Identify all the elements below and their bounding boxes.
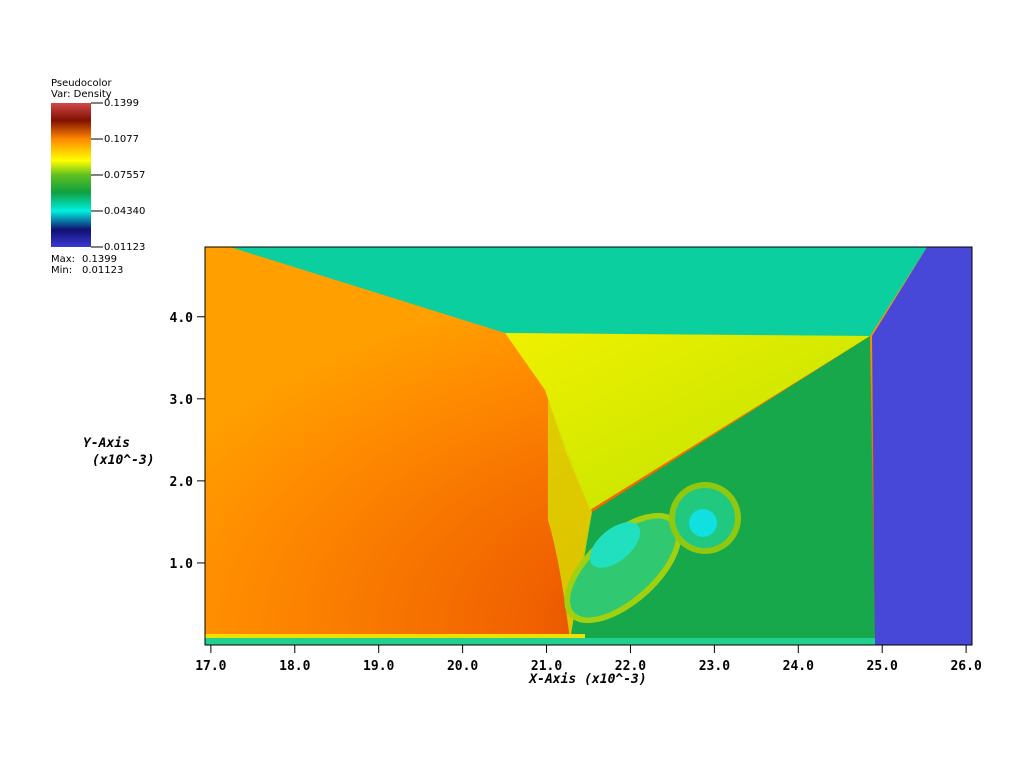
x-tick-label: 17.0 [195,659,226,674]
max-label: Max: [51,254,75,265]
y-tick-label: 4.0 [170,311,194,326]
y-axis-unit: (x10^-3) [92,453,155,468]
legend-variable: Var: Density [51,89,112,100]
x-tick-label: 18.0 [279,659,310,674]
legend-tick-label: 0.1399 [104,98,139,109]
x-tick-label: 26.0 [950,659,981,674]
y-tick-label: 3.0 [170,393,194,408]
x-tick-label: 25.0 [867,659,898,674]
legend-tick-label: 0.07557 [104,170,145,181]
y-axis-label: Y-Axis [83,436,130,451]
legend-tick-label: 0.1077 [104,134,139,145]
x-tick-label: 19.0 [363,659,394,674]
x-tick-label: 24.0 [783,659,814,674]
field [205,247,972,645]
x-tick-label: 21.0 [531,659,562,674]
max-value: 0.1399 [82,254,117,265]
x-tick-label: 22.0 [615,659,646,674]
legend-tick-label: 0.01123 [104,242,145,253]
x-tick-label: 23.0 [699,659,730,674]
colorbar [51,103,91,247]
x-tick-label: 20.0 [447,659,478,674]
plot-frame [204,246,973,646]
y-tick-label: 1.0 [170,557,194,572]
min-label: Min: [51,265,72,276]
legend-tick-label: 0.04340 [104,206,145,217]
legend-title: Pseudocolor [51,78,113,89]
x-axis-label: X-Axis (x10^-3) [528,672,646,687]
y-tick-label: 2.0 [170,475,194,490]
min-value: 0.01123 [82,265,123,276]
